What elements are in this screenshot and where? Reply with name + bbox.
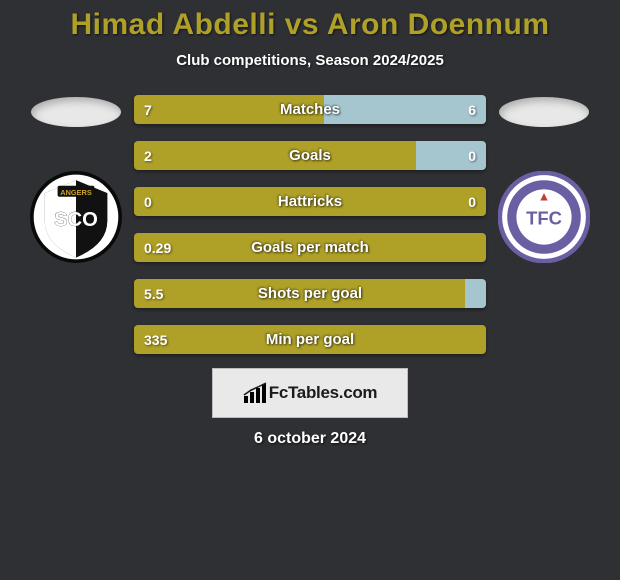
stat-bar-left-value: 0: [144, 187, 152, 216]
stat-bar-left-value: 2: [144, 141, 152, 170]
player-left-crest: ANGERS SCO: [30, 171, 122, 263]
stat-bar-left-value: 0.29: [144, 233, 171, 262]
stat-bar-label: Matches: [134, 95, 486, 124]
player-right-crest: TFC: [498, 171, 590, 263]
stat-bar-label: Hattricks: [134, 187, 486, 216]
subtitle: Club competitions, Season 2024/2025: [0, 52, 620, 69]
stat-bar-left-value: 335: [144, 325, 167, 354]
stat-bar-label: Shots per goal: [134, 279, 486, 308]
player-right-avatar-placeholder: [499, 97, 589, 127]
date-text: 6 october 2024: [0, 430, 620, 448]
stat-bar-label: Goals per match: [134, 233, 486, 262]
chart-icon: [243, 382, 269, 404]
stat-bar-right-value: 0: [468, 141, 476, 170]
player-right-column: TFC: [494, 87, 594, 263]
stat-bar: Matches7 6: [134, 95, 486, 124]
stat-bar: Hattricks0 0: [134, 187, 486, 216]
stat-bar: Goals per match0.29: [134, 233, 486, 262]
stat-bar-left-value: 7: [144, 95, 152, 124]
page-title: Himad Abdelli vs Aron Doennum: [0, 0, 620, 42]
stat-bar-right-value: 0: [468, 187, 476, 216]
stat-bar: Shots per goal5.5: [134, 279, 486, 308]
stat-bar: Min per goal335: [134, 325, 486, 354]
svg-text:TFC: TFC: [526, 207, 562, 228]
stat-bar-label: Goals: [134, 141, 486, 170]
stat-bar: Goals2 0: [134, 141, 486, 170]
comparison-body: ANGERS SCO Matches76Goals20Hattricks00Go…: [0, 87, 620, 354]
player-left-avatar-placeholder: [31, 97, 121, 127]
svg-text:SCO: SCO: [54, 209, 98, 231]
svg-text:ANGERS: ANGERS: [60, 188, 92, 197]
watermark: FcTables.com: [212, 368, 408, 418]
watermark-text: FcTables.com: [269, 383, 378, 403]
stats-bars: Matches76Goals20Hattricks00Goals per mat…: [134, 87, 486, 354]
stat-bar-left-value: 5.5: [144, 279, 163, 308]
player-left-column: ANGERS SCO: [26, 87, 126, 263]
stat-bar-right-value: 6: [468, 95, 476, 124]
stat-bar-label: Min per goal: [134, 325, 486, 354]
